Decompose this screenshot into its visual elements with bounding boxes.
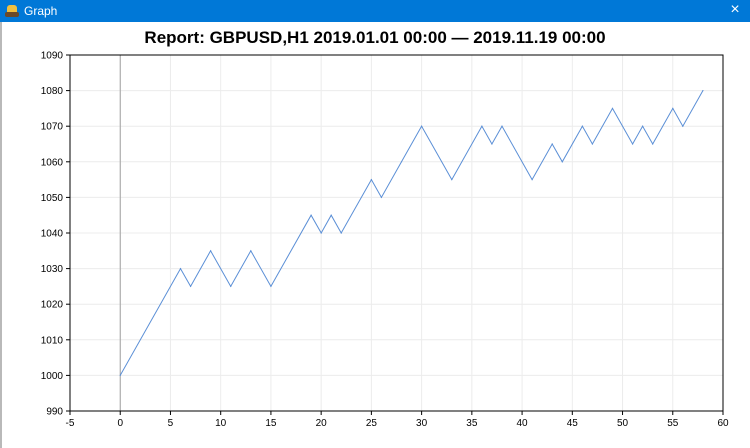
x-tick-label: -5 <box>66 418 75 429</box>
data-point <box>652 143 654 145</box>
data-point <box>451 179 453 181</box>
y-tick-label: 1040 <box>41 229 64 240</box>
data-point <box>672 107 674 109</box>
x-tick-label: 55 <box>667 418 679 429</box>
data-point <box>119 374 121 376</box>
data-point <box>310 214 312 216</box>
data-point <box>501 125 503 127</box>
data-point <box>330 214 332 216</box>
x-tick-label: 15 <box>265 418 277 429</box>
data-point <box>631 143 634 145</box>
data-point <box>189 285 192 287</box>
data-point <box>210 250 212 252</box>
data-point <box>642 125 644 127</box>
app-icon <box>5 4 19 18</box>
data-point <box>370 179 372 181</box>
data-point <box>551 143 553 145</box>
data-point <box>380 196 383 198</box>
data-point <box>561 161 563 163</box>
data-point <box>179 268 182 270</box>
data-point <box>250 250 252 252</box>
x-tick-label: 40 <box>517 418 529 429</box>
x-tick-label: 35 <box>466 418 478 429</box>
y-tick-label: 1000 <box>41 371 64 382</box>
data-point <box>481 125 483 127</box>
y-tick-label: 1010 <box>41 335 64 346</box>
x-tick-label: 5 <box>168 418 174 429</box>
data-point <box>491 143 493 145</box>
y-tick-label: 1070 <box>41 122 64 133</box>
data-point <box>611 107 614 109</box>
data-point <box>421 125 423 127</box>
y-tick-label: 1050 <box>41 193 64 204</box>
x-tick-label: 0 <box>117 418 123 429</box>
close-icon[interactable]: × <box>730 1 740 18</box>
data-point <box>682 125 684 127</box>
x-tick-label: 10 <box>215 418 227 429</box>
x-tick-label: 60 <box>717 418 729 429</box>
y-tick-label: 1090 <box>41 51 64 62</box>
data-point <box>400 161 403 163</box>
data-point <box>702 90 704 92</box>
x-tick-label: 30 <box>416 418 428 429</box>
chart-title: Report: GBPUSD,H1 2019.01.01 00:00 — 201… <box>144 28 606 47</box>
data-point <box>320 232 322 234</box>
x-tick-label: 20 <box>316 418 328 429</box>
title-bar[interactable]: Graph × <box>0 0 750 22</box>
x-tick-label: 50 <box>617 418 629 429</box>
y-tick-label: 1060 <box>41 157 64 168</box>
y-tick-label: 1030 <box>41 264 64 275</box>
x-tick-label: 25 <box>366 418 378 429</box>
data-point <box>270 285 272 287</box>
window-border <box>0 22 2 448</box>
data-point <box>591 143 594 145</box>
data-point <box>340 232 342 234</box>
y-tick-label: 990 <box>46 407 63 418</box>
data-point <box>531 179 533 181</box>
y-tick-label: 1080 <box>41 86 64 97</box>
y-tick-label: 1020 <box>41 300 64 311</box>
data-point <box>581 125 583 127</box>
x-tick-label: 45 <box>567 418 579 429</box>
data-point <box>230 285 232 287</box>
window-title: Graph <box>24 4 58 18</box>
